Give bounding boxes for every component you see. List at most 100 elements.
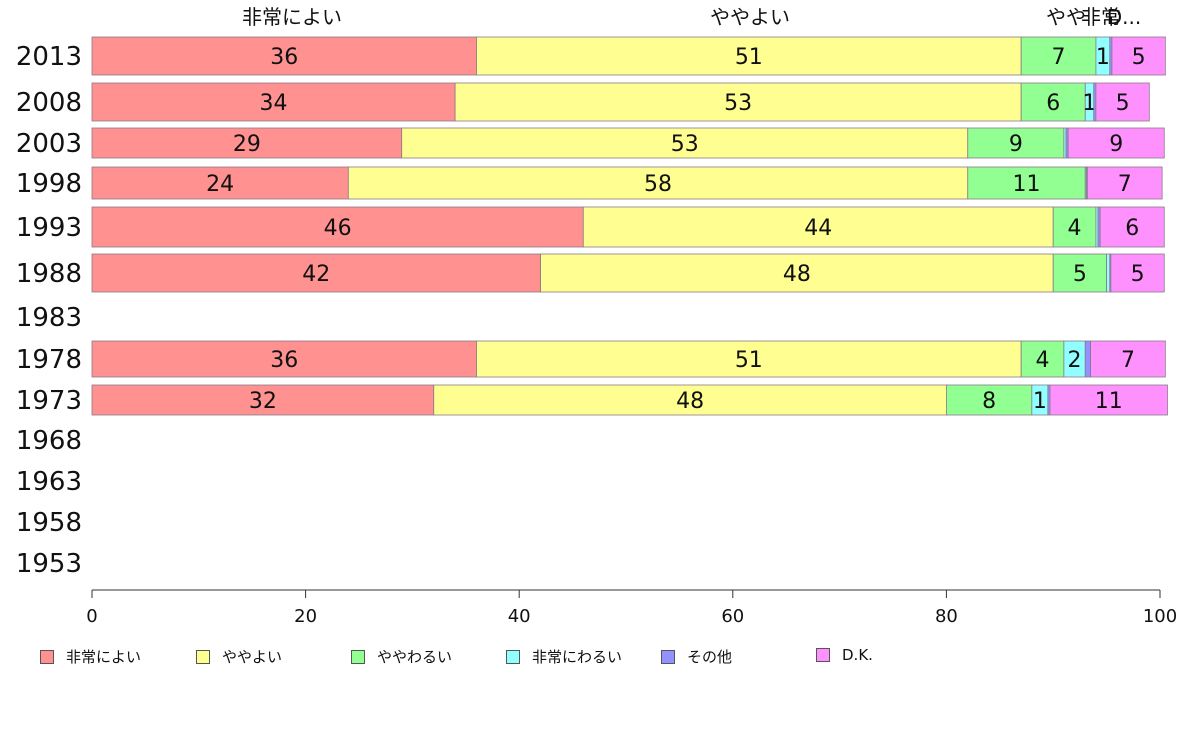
legend-label: 非常にわるい: [532, 648, 623, 666]
year-label: 2003: [16, 129, 82, 159]
legend-label: D.K.: [842, 646, 873, 664]
legend-swatch: [351, 649, 365, 664]
data-label: 58: [644, 172, 672, 197]
bar-segment: [91, 127, 403, 159]
bar-segment: [91, 166, 349, 200]
bar-segment: [476, 36, 1022, 76]
data-label: 46: [324, 216, 352, 241]
legend-item: その他: [661, 646, 732, 667]
bar-segment: [1052, 253, 1107, 293]
legend-swatch: [816, 648, 830, 662]
data-label: 51: [735, 348, 763, 373]
bar-segment: [91, 384, 435, 416]
data-label: 11: [1095, 389, 1123, 414]
bar-segment: [401, 127, 969, 159]
data-label: 1: [1083, 91, 1097, 116]
data-label: 36: [270, 45, 298, 70]
data-label: 53: [671, 132, 699, 157]
bar-segment: [1067, 127, 1165, 159]
year-label: 1988: [16, 259, 82, 289]
bar-segment: [91, 36, 477, 76]
data-label: 9: [1109, 132, 1123, 157]
data-label: 5: [1116, 91, 1130, 116]
year-label: 1958: [16, 508, 82, 538]
bar-segment: [946, 384, 1033, 416]
bar-segment: [1020, 82, 1086, 122]
year-label: 2008: [16, 88, 82, 118]
legend-label: 非常によい: [66, 648, 142, 666]
data-label: 8: [982, 389, 996, 414]
bar-segment: [91, 82, 456, 122]
data-label: 7: [1121, 348, 1135, 373]
bar-segment: [91, 206, 584, 248]
year-label: 1993: [16, 213, 82, 243]
bar-segment: [1111, 36, 1166, 76]
data-label: 11: [1013, 172, 1041, 197]
bar-segment: [1084, 340, 1091, 378]
bar-segment: [433, 384, 947, 416]
bar-segment: [1099, 206, 1165, 248]
bar-segment: [91, 340, 477, 378]
data-label: 4: [1068, 216, 1082, 241]
data-label: 7: [1118, 172, 1132, 197]
legend-label: その他: [687, 648, 733, 666]
legend-label: ややよい: [222, 648, 283, 666]
data-label: 29: [233, 132, 261, 157]
bar-segment: [1090, 340, 1166, 378]
data-label: 5: [1073, 262, 1087, 287]
x-tick-label: 60: [721, 606, 744, 627]
x-tick-label: 20: [294, 606, 317, 627]
year-label: 2013: [16, 42, 82, 72]
year-label: 1973: [16, 386, 82, 416]
bar-segment: [1020, 340, 1065, 378]
year-label: 1978: [16, 345, 82, 375]
data-label: 2: [1068, 348, 1082, 373]
data-label: 5: [1132, 45, 1146, 70]
year-label: 1968: [16, 426, 82, 456]
year-label: 1983: [16, 303, 82, 333]
bar-segment: [1086, 166, 1163, 200]
legend-swatch: [506, 649, 520, 664]
x-tick-label: 0: [86, 606, 97, 627]
legend-item: 非常によい: [40, 646, 141, 667]
bar-segment: [540, 253, 1054, 293]
bar-segment: [454, 82, 1022, 122]
series-top-label: 非常: [1081, 5, 1121, 29]
legend-swatch: [196, 649, 210, 664]
data-label: 7: [1052, 45, 1066, 70]
data-label: 24: [206, 172, 234, 197]
data-label: 5: [1131, 262, 1145, 287]
data-label: 1: [1033, 389, 1047, 414]
series-top-label: ややよい: [710, 5, 790, 29]
legend-item: 非常にわるい: [506, 646, 622, 667]
data-label: 34: [260, 91, 288, 116]
legend-swatch: [40, 649, 54, 664]
bar-segment: [1052, 206, 1097, 248]
bar-segment: [476, 340, 1022, 378]
series-top-label: やや: [1046, 5, 1086, 29]
year-label: 1998: [16, 169, 82, 199]
bar-segment: [1110, 253, 1165, 293]
x-tick-label: 80: [935, 606, 958, 627]
bar-segment: [91, 253, 541, 293]
bar-segment: [1106, 253, 1111, 293]
bar-segment: [967, 166, 1086, 200]
bar-segment: [1049, 384, 1168, 416]
data-label: 4: [1036, 348, 1050, 373]
bar-segment: [347, 166, 969, 200]
data-label: 32: [249, 389, 277, 414]
year-label: 1963: [16, 467, 82, 497]
bar-segment: [1020, 36, 1097, 76]
series-top-label: D...: [1107, 5, 1141, 29]
data-label: 51: [735, 45, 763, 70]
legend-item: ややよい: [196, 646, 282, 667]
data-label: 6: [1125, 216, 1139, 241]
bar-segment: [582, 206, 1054, 248]
data-label: 53: [724, 91, 752, 116]
data-label: 48: [783, 262, 811, 287]
bar-segment: [1095, 82, 1150, 122]
legend-item: ややわるい: [351, 646, 452, 667]
data-label: 36: [270, 348, 298, 373]
series-top-label: 非常によい: [242, 5, 342, 29]
